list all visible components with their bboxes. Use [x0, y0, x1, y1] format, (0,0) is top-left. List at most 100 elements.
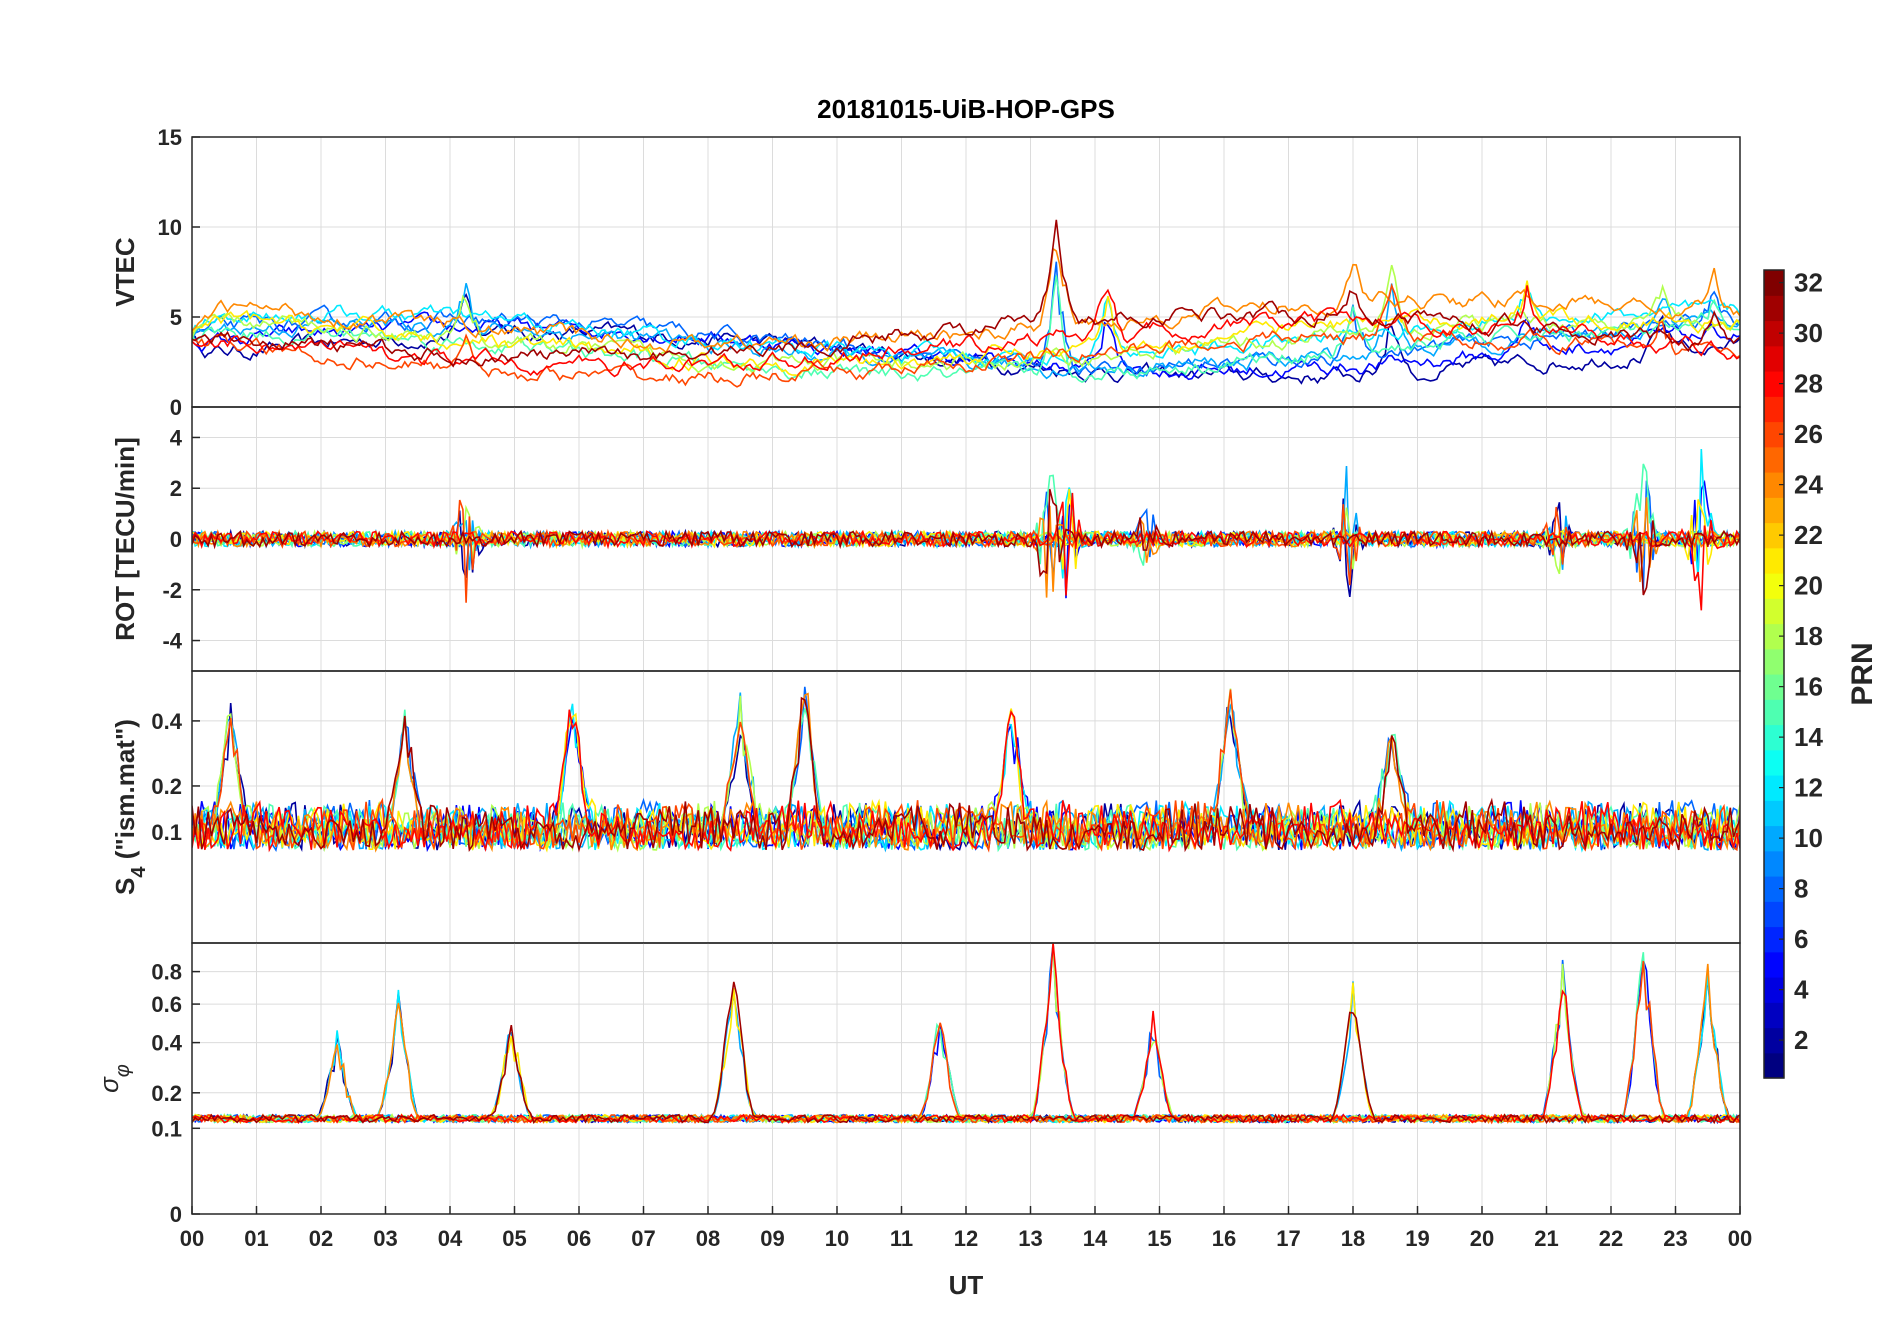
panel-vtec: 0 5 10 15 VTEC	[110, 125, 1741, 420]
colorbar-tick-label: 26	[1794, 419, 1823, 449]
x-tick-label: 01	[244, 1226, 268, 1251]
colorbar-segment	[1764, 371, 1784, 397]
colorbar-frame	[1763, 269, 1785, 1079]
colorbar-segment	[1764, 472, 1784, 498]
x-tick-label: 21	[1534, 1226, 1558, 1251]
colorbar-segment	[1764, 724, 1784, 751]
series-line-prn-26	[192, 282, 1740, 388]
y-tick-label-rot: 2	[170, 476, 182, 501]
colorbar-tick-label: 14	[1794, 722, 1823, 752]
series-line-prn-31	[192, 489, 1740, 596]
colorbar-label: PRN	[1846, 642, 1879, 705]
x-tick-label: 23	[1663, 1226, 1687, 1251]
x-tick-label: 03	[373, 1226, 397, 1251]
colorbar-segment	[1764, 1002, 1784, 1029]
colorbar-tick-label: 4	[1794, 975, 1809, 1005]
x-tick-label: 18	[1341, 1226, 1365, 1251]
y-tick-label-rot: -4	[162, 629, 182, 654]
x-tick-label: 06	[567, 1226, 591, 1251]
series-line-prn-24	[192, 692, 1740, 853]
series-line-prn-31	[192, 981, 1740, 1125]
x-tick-label: 09	[760, 1226, 784, 1251]
colorbar-tick-label: 8	[1794, 874, 1808, 904]
panel-s4: 0.1 0.2 0.4S4 ("ism.mat")	[110, 670, 1741, 944]
x-tick-label: 02	[309, 1226, 333, 1251]
x-tick-label: 15	[1147, 1226, 1171, 1251]
colorbar-segment	[1764, 446, 1784, 473]
colorbar-segment	[1764, 648, 1784, 675]
colorbar-segment	[1764, 598, 1784, 625]
y-tick-label-vtec: 5	[170, 305, 182, 330]
colorbar-segment	[1764, 270, 1784, 296]
colorbar-segment	[1764, 547, 1784, 574]
colorbar-segment	[1764, 320, 1784, 347]
colorbar-tick-label: 28	[1794, 369, 1823, 399]
y-tick-label-s4: 0.1	[151, 820, 182, 845]
chart-title: 20181015-UiB-HOP-GPS	[817, 94, 1115, 124]
colorbar-segment	[1764, 850, 1784, 877]
colorbar-segment	[1764, 1027, 1784, 1054]
y-tick-label-rot: -2	[162, 578, 182, 603]
y-tick-label-vtec: 15	[158, 125, 182, 150]
y-tick-label-s4: 0.2	[151, 774, 182, 799]
x-tick-label: 22	[1599, 1226, 1623, 1251]
colorbar-tick-label: 12	[1794, 773, 1823, 803]
y-tick-label-vtec: 10	[158, 215, 182, 240]
x-tick-label: 08	[696, 1226, 720, 1251]
x-tick-label: 11	[890, 1226, 913, 1251]
colorbar-segment	[1764, 775, 1784, 801]
y-tick-label-sigma_phi: 0.4	[151, 1031, 182, 1056]
x-tick-label: 05	[502, 1226, 526, 1251]
x-tick-label: 04	[438, 1226, 463, 1251]
y-tick-label-rot: 4	[170, 425, 183, 450]
colorbar-segment	[1764, 699, 1784, 726]
series-group-sigma_phi	[192, 943, 1740, 1125]
colorbar-segment	[1764, 396, 1784, 423]
colorbar-segment	[1764, 749, 1784, 776]
x-tick-label: 19	[1405, 1226, 1429, 1251]
series-group-vtec	[192, 219, 1740, 388]
series-group-rot	[192, 448, 1740, 611]
colorbar-segment	[1764, 977, 1784, 1003]
y-tick-label-sigma_phi: 0.2	[151, 1081, 182, 1106]
panels: 0 5 10 15 VTEC -4 -2 0 2 4 ROT [TECU/min] 0.1 0.2 0.4…	[94, 125, 1741, 1227]
x-tick-label: 07	[631, 1226, 655, 1251]
colorbar-segment	[1764, 522, 1784, 549]
series-line-prn-15	[192, 275, 1740, 383]
x-tick-label: 20	[1470, 1226, 1494, 1251]
series-line-prn-26	[192, 689, 1740, 853]
colorbar-tick-label: 32	[1794, 268, 1823, 298]
x-axis: 00 01 02 03 04 05 06 07 08 09 10 11 12 13 14 15 16 17 18 19…	[180, 1206, 1752, 1251]
colorbar-segment	[1764, 926, 1784, 953]
colorbar-segment	[1764, 674, 1784, 700]
colorbar-segment	[1764, 800, 1784, 827]
series-line-prn-31	[192, 219, 1740, 368]
series-line-prn-26	[192, 499, 1740, 603]
y-axis-label-s4: S4 ("ism.mat")	[110, 719, 150, 895]
x-tick-label: 00	[180, 1226, 204, 1251]
x-tick-label: 13	[1018, 1226, 1042, 1251]
x-tick-label: 14	[1083, 1226, 1108, 1251]
x-tick-label: 16	[1212, 1226, 1236, 1251]
x-tick-label: 17	[1276, 1226, 1300, 1251]
x-tick-label: 10	[825, 1226, 849, 1251]
y-axis-label-vtec: VTEC	[110, 237, 140, 307]
colorbar-tick-label: 16	[1794, 672, 1823, 702]
series-line-prn-21	[192, 280, 1740, 377]
y-tick-label-sigma_phi: 0.6	[151, 992, 182, 1017]
colorbar-tick-label: 2	[1794, 1025, 1808, 1055]
series-line-prn-12	[192, 287, 1740, 368]
x-tick-label: 00	[1728, 1226, 1752, 1251]
colorbar-tick-label: 22	[1794, 520, 1823, 550]
colorbar-segment	[1764, 345, 1784, 372]
colorbar-segment	[1764, 295, 1784, 322]
y-tick-label-sigma_phi: 0.8	[151, 960, 182, 985]
colorbar-tick-label: 18	[1794, 621, 1823, 651]
x-axis-label: UT	[949, 1270, 984, 1300]
panel-sigma_phi: 0 0.1 0.2 0.4 0.6 0.8 σφ	[94, 942, 1741, 1227]
y-tick-label-s4: 0.4	[151, 709, 182, 734]
x-tick-label: 12	[954, 1226, 978, 1251]
panel-rot: -4 -2 0 2 4 ROT [TECU/min]	[110, 406, 1741, 672]
